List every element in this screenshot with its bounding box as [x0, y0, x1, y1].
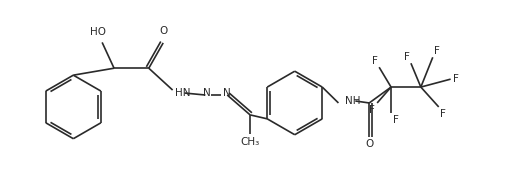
- Text: F: F: [434, 46, 440, 56]
- Text: F: F: [453, 74, 458, 84]
- Text: O: O: [159, 27, 168, 36]
- Text: HN: HN: [174, 88, 190, 98]
- Text: F: F: [370, 105, 375, 115]
- Text: O: O: [365, 139, 373, 149]
- Text: F: F: [372, 56, 378, 66]
- Text: CH₃: CH₃: [240, 137, 260, 147]
- Text: F: F: [404, 52, 410, 62]
- Text: NH: NH: [345, 96, 361, 106]
- Text: N: N: [223, 88, 230, 98]
- Text: HO: HO: [90, 27, 106, 37]
- Text: N: N: [202, 88, 210, 98]
- Text: F: F: [440, 109, 446, 119]
- Text: F: F: [393, 115, 399, 125]
